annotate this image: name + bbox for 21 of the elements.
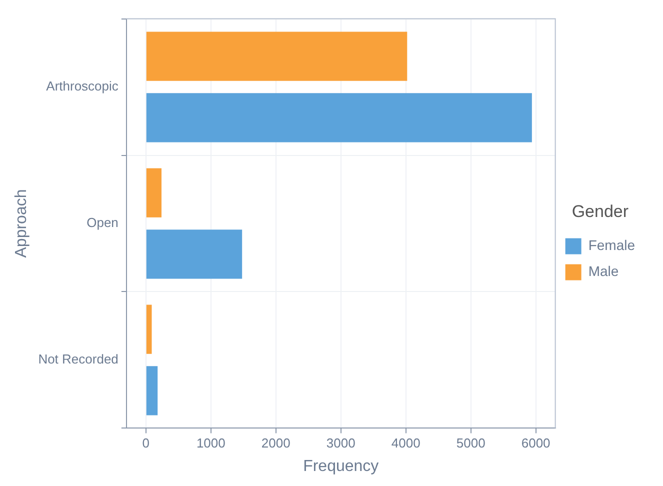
- y-axis-title: Approach: [13, 189, 30, 258]
- bar: [146, 230, 242, 279]
- y-tick-label: Open: [86, 215, 118, 230]
- legend-label: Female: [588, 237, 636, 254]
- legend-label: Male: [588, 263, 619, 280]
- bar: [146, 366, 158, 416]
- bar: [146, 93, 532, 142]
- y-tick-label: Arthroscopic: [46, 78, 119, 94]
- x-tick-label: 1000: [196, 436, 226, 451]
- x-tick-label: 6000: [521, 436, 550, 451]
- x-tick-label: 2000: [261, 436, 290, 451]
- x-tick-label: 3000: [326, 436, 356, 451]
- x-axis-title: Frequency: [303, 458, 379, 475]
- y-tick-label: Not Recorded: [38, 352, 118, 367]
- bar: [146, 168, 162, 218]
- bar: [146, 304, 152, 354]
- x-tick-label: 4000: [391, 436, 420, 451]
- x-tick-label: 0: [142, 436, 150, 451]
- bar: [146, 32, 408, 81]
- x-tick-label: 5000: [456, 436, 486, 451]
- legend-title: Gender: [572, 202, 629, 221]
